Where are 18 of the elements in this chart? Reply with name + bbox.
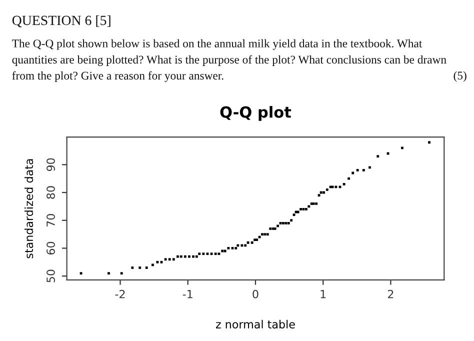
y-tick-label: 70 xyxy=(46,214,55,227)
x-tick-label: 1 xyxy=(320,290,326,298)
x-tick-label: -2 xyxy=(115,290,125,298)
y-axis-title: standardized data xyxy=(24,159,34,258)
x-tick-label: -1 xyxy=(182,290,192,298)
y-tick-label: 90 xyxy=(46,158,55,172)
y-tick-label: 50 xyxy=(46,270,55,282)
text: The Q-Q plot shown below is based on the annual milk yield data in the textbook. What xyxy=(12,39,422,50)
chart-title: Q-Q plot xyxy=(220,106,292,121)
text: (5) xyxy=(454,71,466,82)
text: QUESTION 6 [5] xyxy=(12,15,110,28)
y-tick-label: 80 xyxy=(46,186,55,199)
x-axis-title: z normal table xyxy=(216,320,295,328)
text: quantities are being plotted? What is the purpose of the plot? What conclusions can be drawn xyxy=(12,55,446,66)
text: from the plot? Give a reason for your answer. xyxy=(12,71,224,82)
x-tick-label: 0 xyxy=(252,290,258,298)
y-tick-label: 60 xyxy=(46,242,55,255)
x-tick-label: 2 xyxy=(388,290,394,298)
